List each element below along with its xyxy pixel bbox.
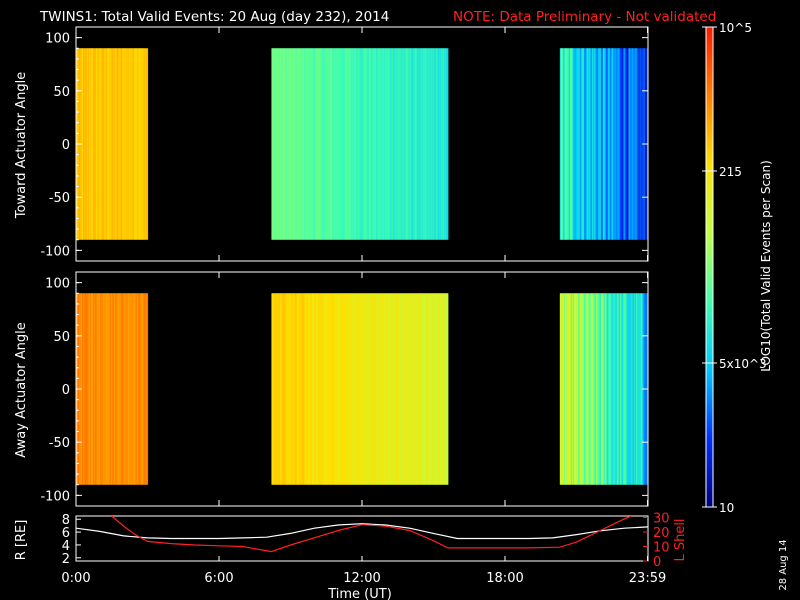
y-tick-label: 0 — [62, 383, 70, 398]
colorbar-gradient — [705, 26, 714, 508]
colorbar-tick-10: 10 — [719, 501, 734, 515]
heatmap-segment — [76, 48, 149, 240]
colorbar-tick-1e5: 10^5 — [719, 21, 752, 35]
y-right-tick-label: 10 — [653, 540, 670, 555]
y-tick-label: -50 — [49, 436, 70, 451]
y-right-tick-label: 30 — [653, 511, 670, 526]
y-left-tick-label: 2 — [62, 552, 70, 567]
heatmap-segment — [76, 293, 149, 485]
x-tick-label: 6:00 — [204, 571, 233, 586]
y-tick-label: 100 — [45, 277, 70, 292]
x-tick-label: 12:00 — [343, 571, 380, 586]
y-right-tick-label: 20 — [653, 526, 670, 541]
heatmap-segment — [271, 48, 449, 240]
y-tick-label: 100 — [45, 32, 70, 47]
away-panel: 100 50 0 -50 -100 — [40, 271, 649, 507]
x-tick-label: 0:00 — [61, 571, 90, 586]
y-left-tick-label: 6 — [62, 526, 70, 541]
y-tick-label: 50 — [53, 85, 70, 100]
y-left-tick-label: 4 — [62, 539, 70, 554]
preliminary-note: NOTE: Data Preliminary - Not validated — [453, 9, 716, 25]
colorbar-label: LOG10(Total Valid Events per Scan) — [759, 160, 773, 372]
chart-title: TWINS1: Total Valid Events: 20 Aug (day … — [39, 9, 389, 25]
colorbar-tick-215: 215 — [719, 165, 742, 179]
x-tick-label: 23:59 — [629, 571, 666, 586]
radius-line — [76, 523, 648, 540]
x-axis-label: Time (UT) — [327, 587, 392, 600]
heatmap-segment — [559, 293, 649, 485]
heatmap-segment — [559, 48, 649, 240]
away-ylabel: Away Actuator Angle — [14, 322, 29, 457]
colorbar-tick-5e3: 5x10^3 — [719, 357, 767, 371]
side-date: 28 Aug 14 — [778, 539, 789, 590]
y-tick-label: 0 — [62, 138, 70, 153]
y-tick-label: -50 — [49, 191, 70, 206]
y-tick-label: -100 — [40, 244, 70, 259]
y-right-tick-label: 0 — [653, 555, 661, 570]
colorbar: 10 215 5x10^3 10^5 — [702, 21, 767, 515]
y-tick-label: 50 — [53, 330, 70, 345]
heatmap-segment — [271, 293, 449, 485]
toward-ylabel: Toward Actuator Angle — [14, 72, 29, 219]
y-tick-label: -100 — [40, 489, 70, 504]
y-left-tick-label: 8 — [62, 513, 70, 528]
orbit-ylabel-right: L Shell — [673, 518, 688, 561]
toward-panel: 100 50 0 -50 -100 — [40, 26, 649, 262]
lshell-line — [111, 516, 632, 553]
orbit-ylabel-left: R [RE] — [14, 520, 29, 561]
x-tick-label: 18:00 — [486, 571, 523, 586]
